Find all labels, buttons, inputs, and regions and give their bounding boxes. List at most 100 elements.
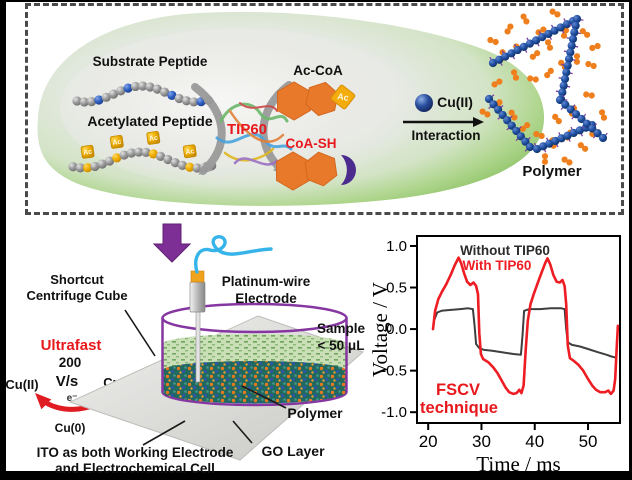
coash-hexagons-icon xyxy=(276,151,338,191)
ac-tag-label: Ac xyxy=(336,91,349,103)
series-without-tip60 xyxy=(433,307,616,359)
acetyl-dumbbell-icon xyxy=(579,28,591,38)
acetyl-bead xyxy=(104,156,115,166)
down-arrow-icon xyxy=(152,223,192,263)
y-axis-label: Voltage / V xyxy=(372,282,392,377)
electrode-wire-icon xyxy=(194,235,273,274)
tip60-protein-icon xyxy=(215,102,293,166)
x-tick-label: 40 xyxy=(525,432,544,451)
copper-ion-label: Cu(II) xyxy=(437,94,473,110)
go-layer-pointer-line xyxy=(232,420,253,444)
mechanism-panel-border xyxy=(25,3,624,215)
shortcut-pointer-line xyxy=(124,309,156,357)
ac-tag-icon: Ac xyxy=(146,130,161,145)
acetyl-bead xyxy=(163,154,173,165)
acetyl-bead-gold xyxy=(83,163,93,173)
ac-tag-label: Ac xyxy=(185,148,195,156)
substrate-bead xyxy=(181,96,192,106)
polymer-chain-icon xyxy=(484,94,535,152)
polymer-label-top: Polymer xyxy=(522,163,581,180)
polymer-label-bottom: Polymer xyxy=(287,405,343,421)
scan-rate-unit: V/s xyxy=(56,373,79,390)
acetyl-dumbbell-icon xyxy=(589,42,601,52)
shortcut-label-line1: Shortcut xyxy=(50,272,104,287)
mechanism-panel: Substrate Peptide Acetylated Peptide Ac A… xyxy=(37,8,608,206)
acetyl-dumbbell-icon xyxy=(504,23,514,35)
y-tick-label: 1.0 xyxy=(386,238,407,255)
acetyl-bead-gold xyxy=(148,149,158,159)
acetyl-dumbbell-icon xyxy=(573,53,581,65)
green-sample-surface xyxy=(163,334,346,354)
substrate-bead-blue xyxy=(123,83,133,93)
x-tick-label: 30 xyxy=(472,432,491,451)
y-tick-label: -0.5 xyxy=(381,363,407,380)
ac-tag-label: Ac xyxy=(83,149,93,157)
acetyl-bead xyxy=(75,163,85,173)
sample-label-line1: Sample xyxy=(317,321,366,336)
annotation-line: FSCV xyxy=(436,381,480,399)
ac-tag-icon: Ac xyxy=(330,84,356,110)
y-tick-label: 0.5 xyxy=(386,280,407,297)
ito-label-line1: ITO as both Working Electrode xyxy=(37,445,234,460)
ac-tag-icon: Ac xyxy=(182,144,197,159)
fscv-chart: 1.0 0.5 0.0 -0.5 -1.0 20 30 40 50 Time / ms Voltag… xyxy=(372,235,621,475)
acetyl-dumbbell-icon xyxy=(544,67,554,79)
acetyl-dumbbell-icon xyxy=(491,78,503,88)
coa-crescent-icon xyxy=(341,155,356,185)
tip60-label: TIP60 xyxy=(227,121,267,138)
acetyl-dumbbell-icon xyxy=(577,142,589,152)
acetyl-bead xyxy=(141,147,151,157)
substrate-peptide-label: Substrate Peptide xyxy=(93,54,208,69)
substrate-bead xyxy=(152,84,162,94)
ito-pointer-line xyxy=(142,420,186,446)
acetyl-dumbbell-icon xyxy=(561,156,573,166)
substrate-bead xyxy=(160,87,170,97)
acetyl-dumbbell-icon xyxy=(552,113,562,125)
scan-rate-value: 200 xyxy=(59,355,82,370)
substrate-bead-blue xyxy=(94,95,104,105)
cell-interior-shading xyxy=(60,28,420,188)
x-tick-label: 50 xyxy=(579,432,598,451)
substrate-bead xyxy=(138,81,148,91)
apparatus-panel: Shortcut Centrifuge Cube Ultrafast 200 V… xyxy=(5,223,366,476)
accoa-hexagons-icon xyxy=(277,81,339,121)
ac-tag-icon: Ac xyxy=(80,144,95,159)
acetyl-bead xyxy=(177,160,188,170)
copper-sphere-icon xyxy=(415,94,433,112)
ito-label-line2: and Electrochemical Cell xyxy=(55,461,215,476)
substrate-bead xyxy=(101,92,111,102)
acetyl-dumbbell-icon xyxy=(487,36,499,46)
substrate-bead-blue xyxy=(167,90,177,101)
electron-label: e⁻ xyxy=(67,393,78,404)
acetyl-dumbbell-icon xyxy=(541,153,549,165)
acetyl-dumbbell-icon xyxy=(510,69,520,81)
x-tick-label: 20 xyxy=(419,432,438,451)
polymer-network-icon xyxy=(479,8,608,166)
acetyl-bead xyxy=(170,158,180,168)
ultrafast-label: Ultrafast xyxy=(41,337,102,354)
substrate-bead xyxy=(174,93,184,104)
ac-tag-label: Ac xyxy=(149,135,159,143)
polymer-chain-icon xyxy=(488,16,578,68)
electrode-needle xyxy=(195,311,201,383)
y-tick-label: -1.0 xyxy=(381,404,407,421)
sample-label-line2: < 50 μL xyxy=(318,338,365,353)
acetylated-peptide-label: Acetylated Peptide xyxy=(87,113,212,129)
acetyl-bead-gold xyxy=(185,162,195,172)
substrate-bead xyxy=(108,89,119,99)
platinum-electrode-icon xyxy=(189,281,206,313)
go-layer-label: GO Layer xyxy=(261,443,325,459)
ac-tag-label: Ac xyxy=(112,139,122,147)
legend-entry: With TIP60 xyxy=(463,258,532,273)
acetyl-bead xyxy=(90,161,100,172)
interaction-label: Interaction xyxy=(411,128,480,143)
acetyl-bead xyxy=(134,147,144,157)
acetyl-bead xyxy=(97,159,107,169)
polymer-chain-icon xyxy=(555,94,608,143)
substrate-bead xyxy=(145,82,155,92)
cu2-label: Cu(II) xyxy=(5,377,38,392)
legend-entry: Without TIP60 xyxy=(460,243,550,258)
acetyl-bead xyxy=(156,151,166,162)
substrate-bead xyxy=(189,97,199,107)
